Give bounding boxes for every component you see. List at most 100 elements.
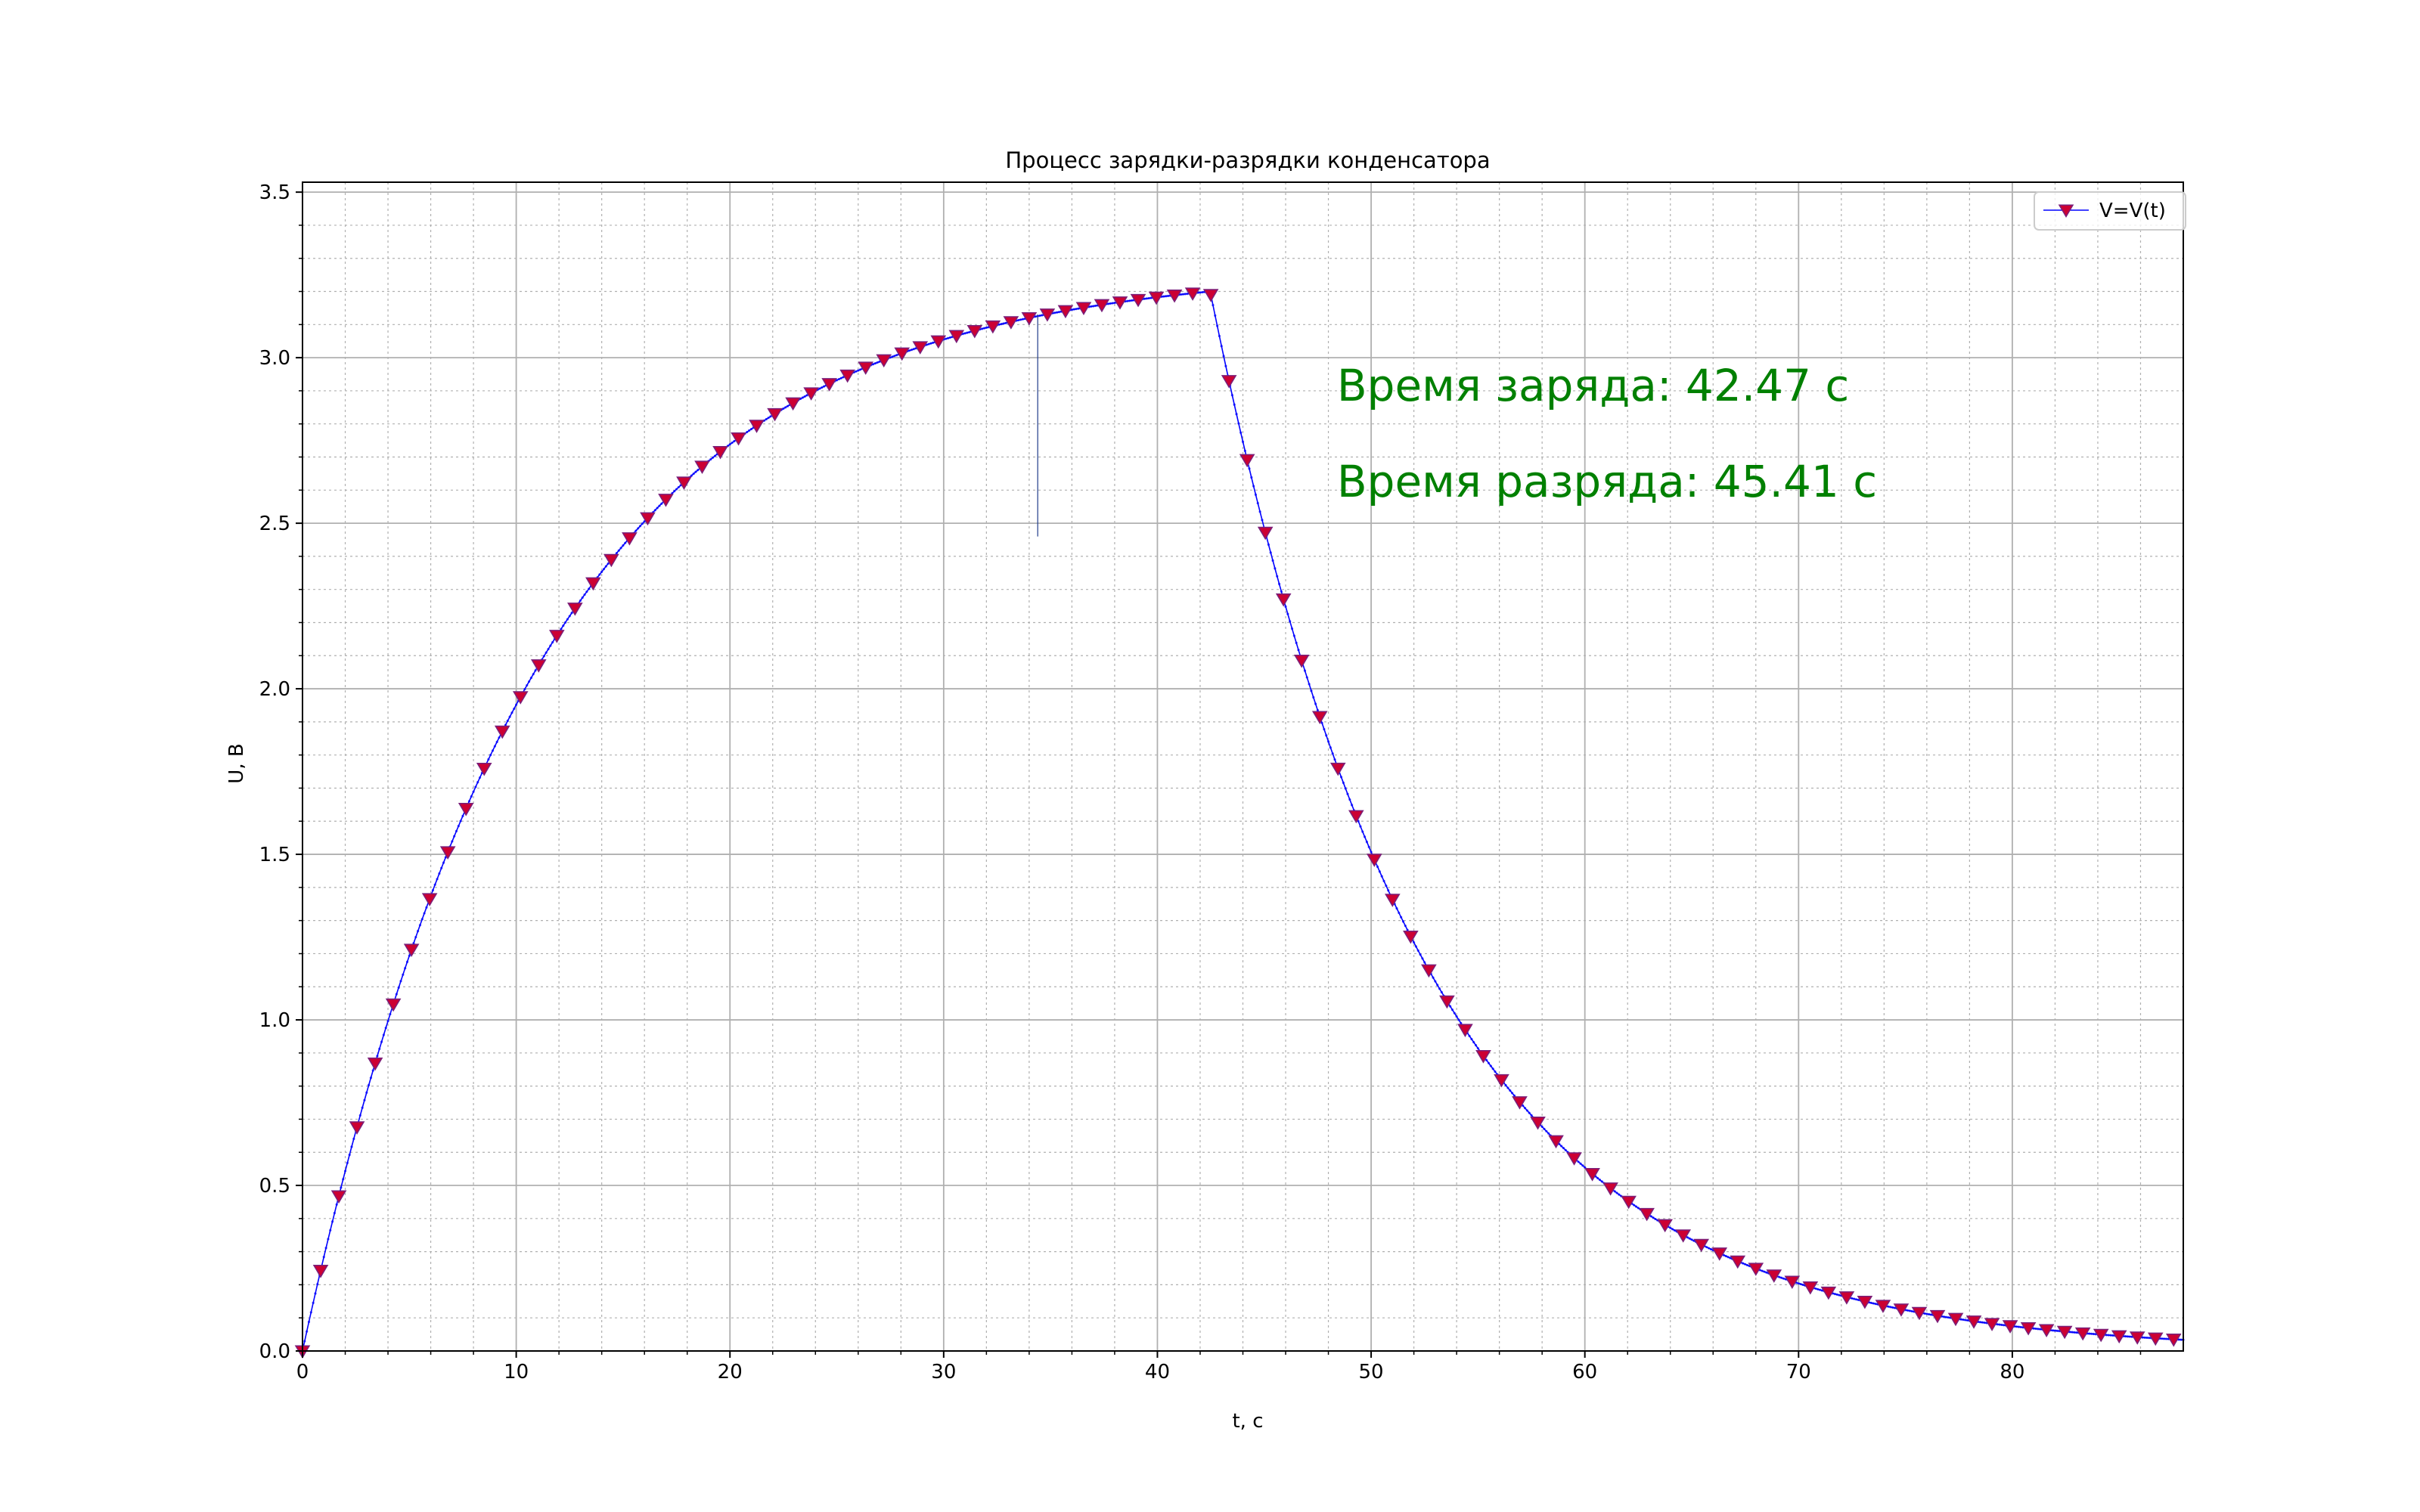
x-tick-label: 70 — [1786, 1361, 1811, 1383]
data-point — [1286, 612, 1289, 615]
data-point — [1947, 1316, 1950, 1319]
marker-triangle — [494, 725, 510, 739]
data-point — [1671, 1228, 1674, 1231]
data-point — [506, 719, 509, 723]
data-point — [1799, 1282, 1802, 1286]
marker-triangle — [1965, 1315, 1982, 1329]
data-point — [908, 349, 911, 352]
data-point — [1887, 1305, 1890, 1308]
data-point — [404, 967, 407, 970]
data-point — [1778, 1275, 1781, 1278]
marker-triangle — [2147, 1332, 2164, 1346]
data-point — [2111, 1334, 2114, 1337]
data-point — [927, 342, 930, 345]
data-point — [414, 936, 417, 939]
data-point — [1455, 1015, 1458, 1018]
data-point — [1147, 296, 1150, 300]
data-point — [656, 507, 659, 510]
data-point — [746, 430, 749, 434]
data-point — [624, 541, 627, 544]
marker-triangle — [1075, 302, 1092, 316]
marker-triangle — [1602, 1182, 1618, 1196]
data-point — [637, 527, 640, 530]
data-point — [1323, 727, 1326, 731]
data-point — [895, 354, 898, 357]
marker-triangle — [2165, 1334, 2182, 1347]
legend-marker-triangle — [2058, 204, 2074, 218]
marker-triangle — [1584, 1168, 1600, 1182]
marker-triangle — [567, 603, 583, 616]
data-point — [1959, 1318, 1962, 1321]
data-point — [1962, 1318, 1965, 1321]
data-point — [1579, 1162, 1582, 1165]
data-point — [2037, 1328, 2040, 1331]
data-point — [1708, 1247, 1711, 1250]
data-point — [544, 651, 548, 654]
x-tick-label: 40 — [1145, 1361, 1170, 1383]
data-point — [368, 1083, 371, 1087]
data-point — [542, 655, 545, 658]
data-point — [1271, 559, 1274, 562]
marker-triangle — [694, 460, 710, 474]
data-point — [733, 439, 736, 443]
data-point — [1145, 297, 1148, 300]
data-point — [1419, 953, 1422, 956]
data-point — [638, 525, 642, 528]
data-point — [1092, 305, 1095, 308]
marker-triangle — [548, 630, 565, 643]
data-point — [713, 454, 717, 457]
data-point — [1649, 1215, 1652, 1218]
data-point — [1633, 1204, 1636, 1207]
data-point — [358, 1114, 361, 1117]
marker-triangle — [2002, 1320, 2018, 1334]
data-point — [1765, 1271, 1768, 1274]
marker-triangle — [1621, 1195, 1637, 1210]
data-point — [1376, 865, 1379, 869]
data-point — [873, 362, 876, 365]
data-point — [1724, 1254, 1727, 1258]
data-point — [1395, 907, 1398, 910]
marker-triangle — [1675, 1229, 1691, 1243]
marker-triangle — [1021, 311, 1038, 326]
data-point — [1637, 1207, 1640, 1210]
marker-triangle — [1711, 1247, 1728, 1261]
data-point — [1220, 345, 1223, 348]
data-point — [619, 547, 622, 550]
marker-triangle — [367, 1057, 383, 1071]
marker-triangle — [1112, 296, 1128, 310]
data-point — [1577, 1160, 1580, 1163]
data-point — [1000, 323, 1003, 326]
data-point — [451, 840, 454, 843]
data-point — [564, 621, 567, 624]
data-point — [837, 377, 840, 381]
marker-triangle — [1947, 1312, 1964, 1327]
data-point — [1218, 334, 1221, 338]
data-point — [1530, 1114, 1533, 1117]
data-point — [532, 673, 535, 676]
data-point — [1398, 911, 1401, 915]
data-point — [660, 502, 663, 505]
data-point — [1292, 634, 1295, 637]
marker-triangle — [1766, 1269, 1782, 1283]
data-point — [2090, 1332, 2093, 1335]
data-point — [335, 1203, 338, 1206]
data-point — [1491, 1067, 1494, 1070]
data-point — [855, 370, 858, 373]
data-point — [1277, 582, 1281, 585]
marker-triangle — [476, 762, 492, 776]
data-point — [1423, 961, 1426, 964]
data-point — [1654, 1217, 1657, 1221]
data-point — [2092, 1332, 2095, 1336]
data-point — [786, 404, 790, 407]
data-point — [821, 386, 824, 389]
data-point — [1506, 1086, 1509, 1089]
data-point — [1510, 1092, 1514, 1095]
data-point — [343, 1170, 347, 1173]
data-point — [2148, 1337, 2151, 1340]
data-point — [472, 790, 475, 793]
marker-triangle — [1802, 1281, 1819, 1295]
data-point — [1965, 1318, 1969, 1322]
data-point — [690, 474, 693, 477]
data-point — [1057, 311, 1061, 314]
x-tick-label: 80 — [2000, 1361, 2024, 1383]
